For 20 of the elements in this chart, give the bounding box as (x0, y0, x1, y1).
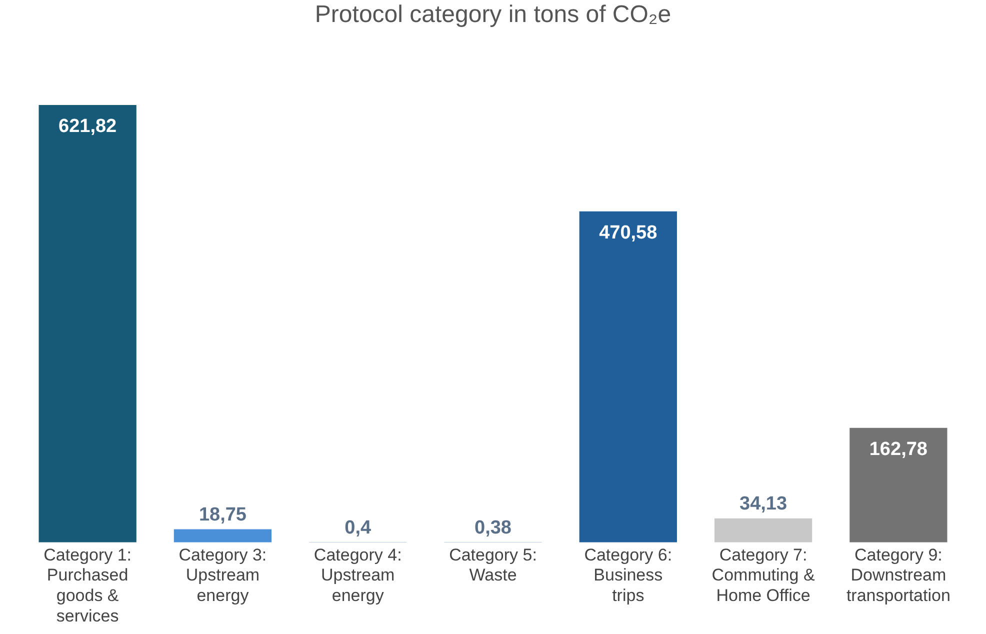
data-label: 162,78 (869, 439, 928, 460)
chart-title: Protocol category in tons of CO₂e (314, 0, 672, 30)
data-label: 0,4 (344, 517, 372, 538)
data-label: 470,58 (599, 222, 658, 244)
data-label: 0,38 (474, 517, 512, 538)
x-tick-label: Category 9: Downstream transportation (846, 545, 950, 606)
x-tick-label: Category 1: Purchased goods & services (44, 545, 132, 626)
bar (850, 428, 948, 542)
bar (579, 211, 677, 542)
bar (714, 518, 812, 542)
data-label: 621,82 (58, 116, 117, 138)
x-tick-label: Category 5: Waste (449, 545, 537, 585)
data-label: 18,75 (198, 504, 247, 526)
data-label: 34,13 (740, 494, 788, 515)
x-tick-label: Category 3: Upstream energy (178, 545, 267, 606)
x-tick-label: Category 7: Commuting & Home Office (712, 545, 816, 606)
x-tick-label: Category 6: Business trips (584, 545, 672, 606)
bar (38, 104, 136, 542)
x-tick-label: Category 4: Upstream energy (314, 545, 402, 606)
bar (174, 529, 272, 542)
